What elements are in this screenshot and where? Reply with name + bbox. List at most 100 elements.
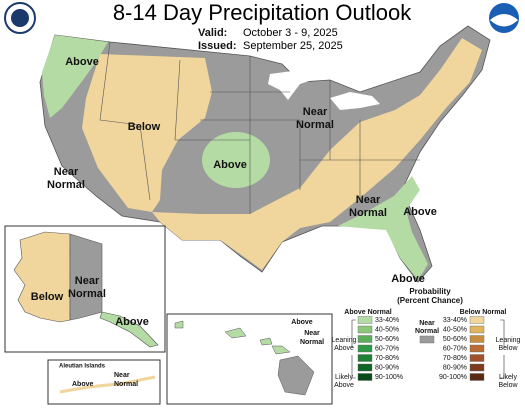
legend-range: 90-100% xyxy=(439,374,467,381)
west-below-area xyxy=(82,54,212,212)
region-label: Near xyxy=(54,166,79,178)
region-label: Normal xyxy=(296,119,334,131)
legend-heading: Normal xyxy=(415,328,439,335)
region-label: Near xyxy=(304,330,320,337)
legend-note: Likely xyxy=(499,374,517,381)
region-label: Near xyxy=(356,194,381,206)
legend-note: Above xyxy=(334,382,354,389)
legend-swatch xyxy=(469,344,485,353)
valid-label: Valid: xyxy=(198,27,227,39)
noaa-logo-bird xyxy=(490,14,518,27)
legend-swatch xyxy=(357,354,373,362)
southeast-above-area xyxy=(338,176,428,280)
legend-swatch xyxy=(469,373,485,381)
legend-note: Below xyxy=(498,382,518,389)
aleutian-inset: Aleutian Islands Above Near Normal xyxy=(47,359,161,405)
region-label: Normal xyxy=(300,339,324,346)
central-above-area xyxy=(202,132,270,188)
great-lakes-east xyxy=(330,92,380,110)
legend-swatch xyxy=(357,325,373,334)
south-east-below-area xyxy=(152,38,482,270)
issued-date: September 25, 2025 xyxy=(243,40,343,52)
alaska-near-area xyxy=(69,233,103,321)
region-label: Near xyxy=(303,106,328,118)
region-label: Above xyxy=(72,381,94,388)
legend-swatch xyxy=(357,344,373,353)
aleutian-title: Aleutian Islands xyxy=(59,364,106,370)
region-label: Near xyxy=(114,372,130,379)
region-label: Above xyxy=(391,273,425,285)
aleutian-islands xyxy=(59,375,156,394)
legend-swatch xyxy=(357,316,373,324)
great-lakes xyxy=(268,70,318,100)
legend-range: 80-90% xyxy=(375,364,399,371)
aleutian-frame xyxy=(47,359,161,405)
legend-swatch xyxy=(357,335,373,343)
region-label: Above xyxy=(115,316,149,328)
legend-swatch xyxy=(469,325,485,334)
legend-note: Likely xyxy=(335,374,353,381)
legend-range: 90-100% xyxy=(375,374,403,381)
legend-range: 33-40% xyxy=(375,317,399,324)
alaska-above-area xyxy=(99,311,159,348)
hawaii-inset: Above Near Normal xyxy=(166,313,333,405)
legend-title: (Percent Chance) xyxy=(397,296,463,305)
northwest-above-area xyxy=(42,35,108,118)
conus-labels: Above Below Near Normal Above Near Norma… xyxy=(47,56,437,285)
hawaii-island xyxy=(271,345,291,355)
hawaii-island xyxy=(259,337,273,346)
region-label: Normal xyxy=(114,381,138,388)
legend-heading: Above Normal xyxy=(344,309,392,316)
region-label: Above xyxy=(291,319,313,326)
state-borders xyxy=(99,41,420,214)
legend-range: 40-50% xyxy=(375,326,399,333)
hawaii-island xyxy=(224,327,247,339)
alaska-below-area xyxy=(13,231,71,323)
hawaii-frame xyxy=(166,313,333,405)
legend-range: 60-70% xyxy=(375,345,399,352)
title: 8-14 Day Precipitation Outlook xyxy=(113,0,412,25)
legend: Probability (Percent Chance) Above Norma… xyxy=(332,287,521,389)
legend-range: 60-70% xyxy=(443,345,467,352)
legend-swatch xyxy=(357,373,373,381)
legend-note: Below xyxy=(498,345,518,352)
hawaii-big-island xyxy=(277,355,315,396)
conus xyxy=(39,25,491,283)
region-label: Near xyxy=(75,275,100,287)
legend-range: 80-90% xyxy=(443,364,467,371)
legend-range: 40-50% xyxy=(443,326,467,333)
region-label: Normal xyxy=(349,207,387,219)
legend-title: Probability xyxy=(409,287,451,296)
legend-swatch xyxy=(357,363,373,372)
legend-bracket xyxy=(500,319,505,379)
issued-label: Issued: xyxy=(198,40,237,52)
legend-range: 33-40% xyxy=(443,317,467,324)
region-label: Above xyxy=(65,56,99,68)
valid-dates: October 3 - 9, 2025 xyxy=(243,27,338,39)
legend-range: 70-80% xyxy=(375,355,399,362)
legend-heading: Below Normal xyxy=(460,309,507,316)
legend-range: 50-60% xyxy=(375,336,399,343)
legend-swatch xyxy=(469,363,485,372)
legend-note: Leaning xyxy=(496,337,521,344)
region-label: Normal xyxy=(68,288,106,300)
legend-swatch xyxy=(469,354,485,362)
region-label: Below xyxy=(128,121,161,133)
legend-swatch xyxy=(419,335,435,344)
alaska-inset: Below Near Normal Above xyxy=(4,225,166,353)
legend-range: 50-60% xyxy=(443,336,467,343)
legend-swatch xyxy=(469,316,485,324)
legend-swatch xyxy=(469,335,485,343)
region-label: Above xyxy=(213,159,247,171)
doc-logo-inner xyxy=(11,9,29,27)
legend-range: 70-80% xyxy=(443,355,467,362)
legend-note: Above xyxy=(334,345,354,352)
legend-note: Leaning xyxy=(332,337,357,344)
legend-heading: Near xyxy=(419,320,435,327)
region-label: Below xyxy=(31,291,64,303)
region-label: Normal xyxy=(47,179,85,191)
hawaii-island xyxy=(174,320,184,329)
